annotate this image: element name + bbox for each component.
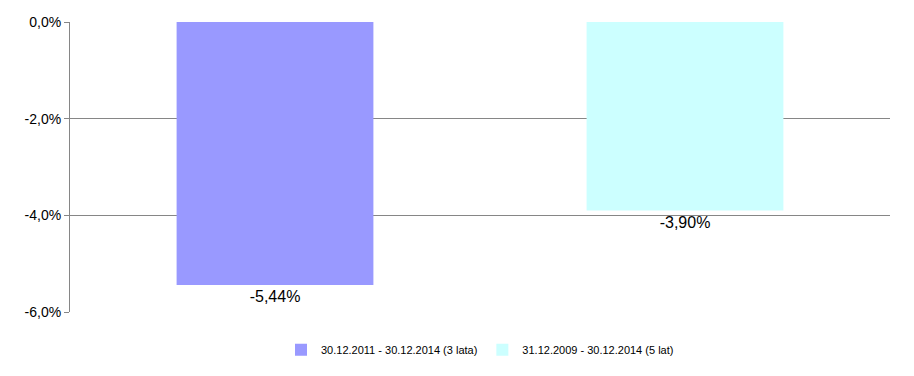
svg-text:31.12.2009 - 30.12.2014 (5 lat: 31.12.2009 - 30.12.2014 (5 lat) — [522, 344, 673, 356]
svg-text:-4,0%: -4,0% — [25, 207, 62, 223]
svg-text:-5,44%: -5,44% — [250, 288, 301, 305]
svg-text:-3,90%: -3,90% — [660, 214, 711, 231]
svg-text:0,0%: 0,0% — [29, 14, 61, 30]
svg-text:30.12.2011 - 30.12.2014 (3 lat: 30.12.2011 - 30.12.2014 (3 lata) — [321, 344, 477, 356]
svg-text:-2,0%: -2,0% — [25, 111, 62, 127]
svg-text:-6,0%: -6,0% — [25, 304, 62, 320]
